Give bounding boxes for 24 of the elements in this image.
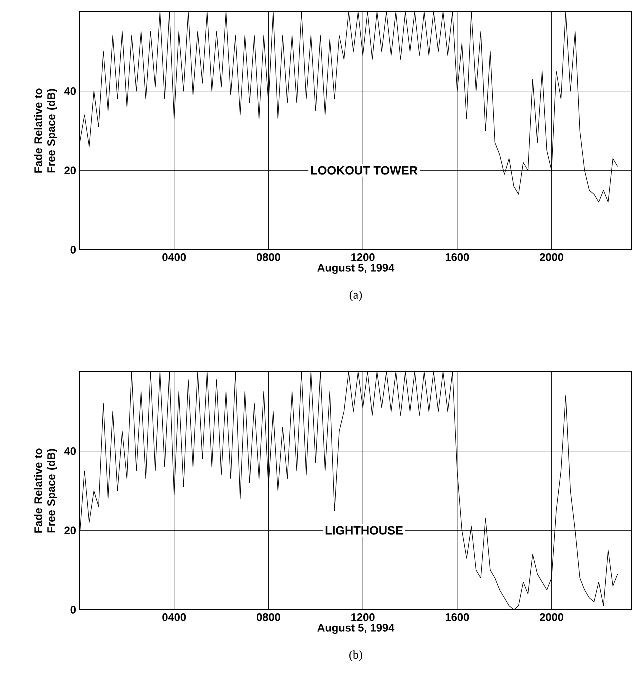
x-tick-label: 0400 <box>162 254 186 262</box>
x-tick-label: 1600 <box>446 614 470 622</box>
text: (b) <box>350 650 362 662</box>
annotation: LOOKOUT TOWER <box>311 166 418 175</box>
y-tick-label: 40 <box>64 87 76 96</box>
text: (a) <box>350 290 362 302</box>
y-tick-label: 0 <box>70 606 76 614</box>
y-tick-label: 20 <box>64 526 76 535</box>
x-tick-label: 2000 <box>540 614 564 622</box>
y-tick-label: 20 <box>64 166 76 175</box>
x-tick-label: 0400 <box>162 614 186 622</box>
annotation: LIGHTHOUSE <box>326 526 403 535</box>
y-tick-label: 40 <box>64 447 76 456</box>
x-tick-label: 0800 <box>256 614 280 622</box>
y-axis-title: Fade Relative to Free Space (dB) <box>34 88 58 173</box>
x-axis-title: August 5, 1994 <box>318 264 395 274</box>
x-tick-label: 1600 <box>446 254 470 262</box>
y-tick-label: 0 <box>70 246 76 254</box>
x-tick-label: 1200 <box>352 614 375 622</box>
x-tick-label: 2000 <box>540 254 564 262</box>
y-axis-title: Fade Relative to Free Space (dB) <box>34 448 58 533</box>
x-tick-label: 0800 <box>256 254 280 262</box>
x-tick-label: 1200 <box>352 254 375 262</box>
x-axis-title: August 5, 1994 <box>318 624 395 634</box>
